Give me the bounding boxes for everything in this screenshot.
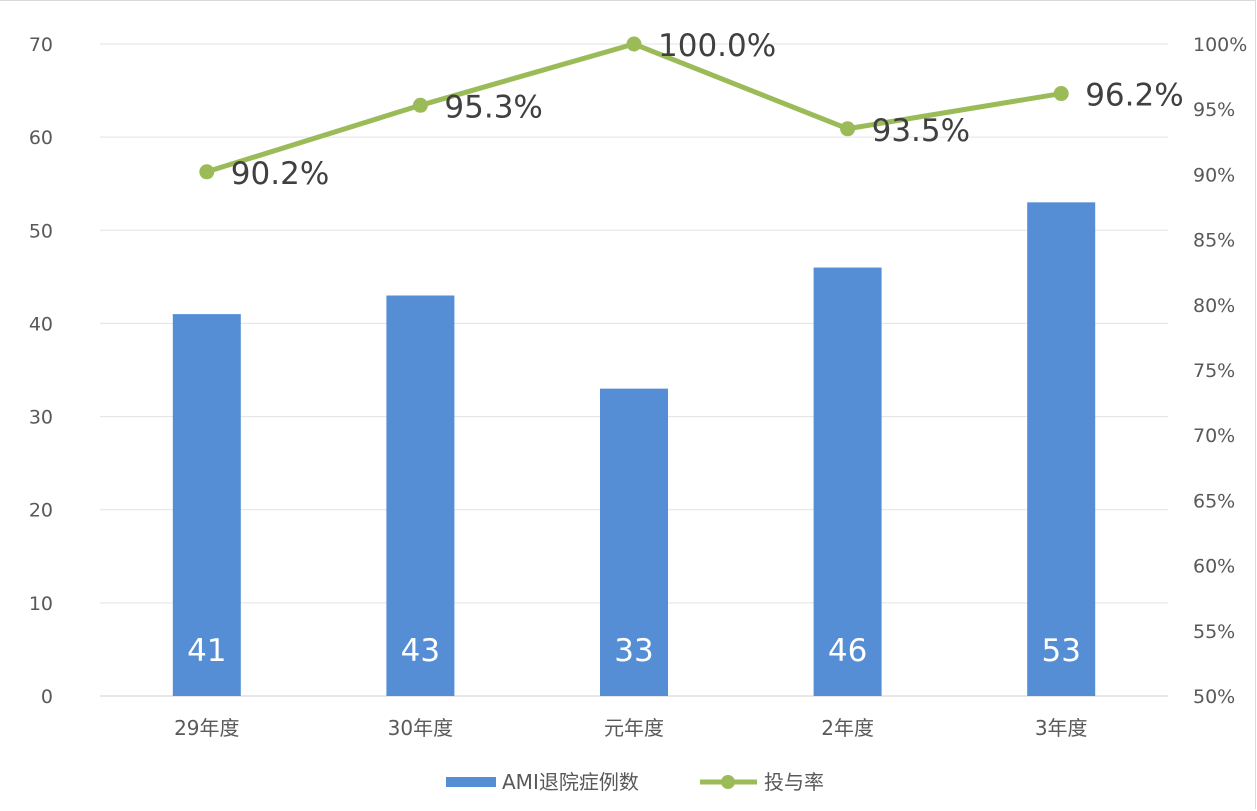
line-data-label: 96.2% [1085, 78, 1183, 114]
category-label: 元年度 [604, 716, 664, 740]
left-axis-ticks: 0 10 20 30 40 50 60 70 [29, 34, 53, 708]
bar [813, 267, 882, 696]
series-line [204, 41, 1064, 175]
right-axis-tick-label: 60% [1193, 556, 1235, 578]
bar [386, 295, 455, 696]
right-axis-tick-label: 100% [1193, 34, 1247, 56]
right-axis-tick-label: 85% [1193, 230, 1235, 252]
left-axis-tick-label: 70 [29, 34, 53, 56]
category-label: 29年度 [174, 716, 239, 740]
line-data-label: 95.3% [444, 89, 542, 125]
line-point [199, 164, 215, 180]
left-axis-tick-label: 60 [29, 127, 53, 149]
right-axis-tick-label: 55% [1193, 621, 1235, 643]
bar [172, 314, 241, 696]
left-axis-tick-label: 40 [29, 313, 53, 335]
right-axis-tick-label: 95% [1193, 99, 1235, 121]
line-data-label: 90.2% [231, 156, 329, 192]
left-axis-tick-label: 10 [29, 593, 53, 615]
right-axis-tick-label: 90% [1193, 164, 1235, 186]
legend-marker-line [721, 775, 735, 789]
right-axis-tick-label: 50% [1193, 686, 1235, 708]
legend-label-line: 投与率 [764, 770, 824, 794]
bar-data-label: 53 [1041, 633, 1080, 669]
bar-data-label: 43 [401, 633, 440, 669]
category-label: 30年度 [388, 716, 453, 740]
legend-swatch-bar [446, 777, 496, 787]
category-label: 2年度 [821, 716, 874, 740]
right-axis-tick-label: 75% [1193, 360, 1235, 382]
legend: AMI退院症例数 投与率 [446, 770, 824, 794]
bar-data-label: 46 [828, 633, 867, 669]
line-point [412, 97, 428, 113]
left-axis-tick-label: 30 [29, 407, 53, 429]
line-data-label: 100.0% [658, 28, 776, 64]
bar [1027, 202, 1096, 697]
bar [600, 388, 668, 696]
bar-data-label: 41 [187, 633, 226, 669]
bar-series: 41 43 33 46 53 [172, 202, 1096, 697]
line-point [626, 36, 642, 52]
legend-label-bar: AMI退院症例数 [502, 770, 639, 794]
category-labels: 29年度 30年度 元年度 2年度 3年度 [174, 716, 1087, 740]
left-axis-tick-label: 0 [41, 686, 53, 708]
right-axis-ticks: 50% 55% 60% 65% 70% 75% 80% 85% 90% 95% 100% [1193, 34, 1247, 708]
line-data-label: 93.5% [872, 113, 970, 149]
right-axis-tick-label: 65% [1193, 490, 1235, 512]
left-axis-tick-label: 50 [29, 220, 53, 242]
line-series: 90.2% 95.3% 100.0% 93.5% 96.2% [199, 28, 1184, 192]
right-axis-tick-label: 80% [1193, 295, 1235, 317]
category-label: 3年度 [1035, 716, 1088, 740]
right-axis-tick-label: 70% [1193, 425, 1235, 447]
line-point [1053, 86, 1069, 102]
line-point [840, 121, 856, 137]
bar-data-label: 33 [614, 633, 653, 669]
left-axis-tick-label: 20 [29, 500, 53, 522]
